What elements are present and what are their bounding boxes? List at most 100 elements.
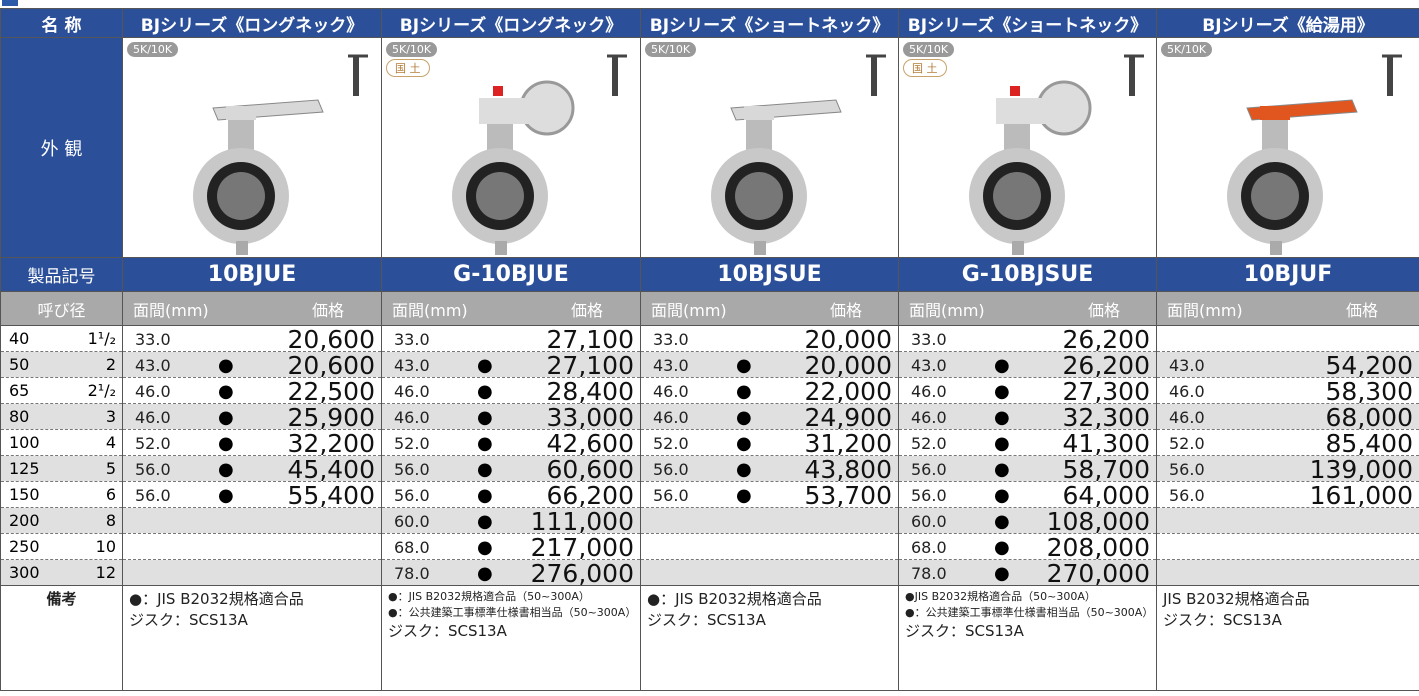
product-cell: 60.0 ● 108,000 [898,507,1157,534]
product-cell [1156,533,1419,560]
size-inch: 5 [105,459,116,478]
product-cell: 43.0 ● 26,200 [898,351,1157,378]
size-mm: 100 [9,433,40,452]
compliance-mark: ● [736,407,752,428]
series-name: BJシリーズ《ロングネック》 [381,8,641,38]
image-row: 外 観 5K/10K 5K/10K 国 土 5K/10K 5K/10K 国 土 5K/… [0,37,1419,258]
product-image-cell: 5K/10K [1156,37,1419,258]
remarks-label: 備考 [0,585,123,691]
price: 32,200 [287,429,375,456]
price: 54,200 [1325,351,1413,378]
compliance-mark: ● [736,459,752,480]
face-to-face: 56.0 [394,460,430,479]
price: 64,000 [1062,481,1150,508]
badge: 5K/10K [645,42,697,57]
size-inch: 12 [95,563,116,582]
size-cell: 100 4 [0,429,123,456]
product-cell: 46.0 ● 32,300 [898,403,1157,430]
face-to-face: 46.0 [135,382,171,401]
size-mm: 50 [9,355,30,374]
face-to-face: 56.0 [394,486,430,505]
price: 24,900 [804,403,892,430]
face-to-face: 68.0 [911,538,947,557]
compliance-mark: ● [994,355,1010,376]
subheader-cell: 面間(mm) 価格 [640,291,899,326]
product-cell [640,507,899,534]
compliance-mark: ● [218,485,234,506]
subheader-cell: 面間(mm) 価格 [381,291,641,326]
product-cell: 56.0 161,000 [1156,481,1419,508]
price: 27,100 [546,351,634,378]
size-row: 250 10 68.0 ● 217,000 68.0 ● 208,000 [0,533,1419,560]
price: 42,600 [546,429,634,456]
size-row: 40 1¹/₂ 33.0 20,600 33.0 27,100 33.0 20,000 33.0… [0,325,1419,352]
compliance-mark: ● [477,433,493,454]
badge: 5K/10K [127,42,179,57]
header-row: 名 称 BJシリーズ《ロングネック》 BJシリーズ《ロングネック》 BJシリーズ《ショ… [0,8,1419,38]
compliance-mark: ● [736,433,752,454]
price: 31,200 [804,429,892,456]
face-to-face: 46.0 [394,408,430,427]
size-inch: 2 [105,355,116,374]
price: 22,000 [804,377,892,404]
model-row: 製品記号 10BJUE G-10BJUE 10BJSUE G-10BJSUE 10BJUF [0,257,1419,292]
badge: 国 土 [386,59,430,77]
subheader-cell: 面間(mm) 価格 [898,291,1157,326]
product-cell: 33.0 20,000 [640,325,899,352]
product-cell: 52.0 ● 42,600 [381,429,641,456]
compliance-mark: ● [994,563,1010,584]
face-to-face: 43.0 [135,356,171,375]
note-line: ジスク：SCS13A [647,611,766,629]
compliance-mark: ● [477,563,493,584]
subheader-cell: 面間(mm) 価格 [122,291,382,326]
size-mm: 40 [9,329,30,348]
size-cell: 150 6 [0,481,123,508]
size-cell: 200 8 [0,507,123,534]
model-code: 10BJSUE [640,257,899,292]
face-to-face: 46.0 [653,408,689,427]
face-to-face: 56.0 [653,460,689,479]
product-cell: 52.0 ● 41,300 [898,429,1157,456]
size-cell: 80 3 [0,403,123,430]
note-line: JIS B2032規格適合品 [1163,590,1310,608]
note-line: ジスク：SCS13A [388,622,507,640]
compliance-mark: ● [477,485,493,506]
compliance-mark: ● [477,537,493,558]
size-mm: 80 [9,407,30,426]
product-cell: 56.0 ● 43,800 [640,455,899,482]
model-code: 10BJUF [1156,257,1419,292]
price: 27,100 [546,325,634,352]
compliance-mark: ● [994,433,1010,454]
size-mm: 250 [9,537,40,556]
model-label: 製品記号 [0,257,123,292]
price: 139,000 [1309,455,1413,482]
badge: 国 土 [903,59,947,77]
product-cell [122,507,382,534]
product-cell: 56.0 ● 58,700 [898,455,1157,482]
size-cell: 40 1¹/₂ [0,325,123,352]
series-name: BJシリーズ《給湯用》 [1156,8,1419,38]
face-to-face: 68.0 [394,538,430,557]
size-inch: 1¹/₂ [87,329,116,348]
product-cell: 46.0 ● 25,900 [122,403,382,430]
face-to-face: 56.0 [135,460,171,479]
product-cell: 52.0 85,400 [1156,429,1419,456]
face-label: 面間(mm) [133,300,209,320]
product-image-cell: 5K/10K [640,37,899,258]
product-cell: 33.0 26,200 [898,325,1157,352]
compliance-mark: ● [477,355,493,376]
face-to-face: 56.0 [911,460,947,479]
compliance-mark: ● [218,433,234,454]
face-to-face: 46.0 [1169,382,1205,401]
notes-cell: ●：JIS B2032規格適合品（50~300A） ●：公共建築工事標準仕様書相当… [381,585,641,691]
compliance-mark: ● [994,407,1010,428]
product-image-cell: 5K/10K 国 土 [381,37,641,258]
badge: 5K/10K [386,42,438,57]
compliance-mark: ● [736,381,752,402]
compliance-mark: ● [477,459,493,480]
size-mm: 300 [9,563,40,582]
title-marker [2,0,18,6]
price: 25,900 [287,403,375,430]
